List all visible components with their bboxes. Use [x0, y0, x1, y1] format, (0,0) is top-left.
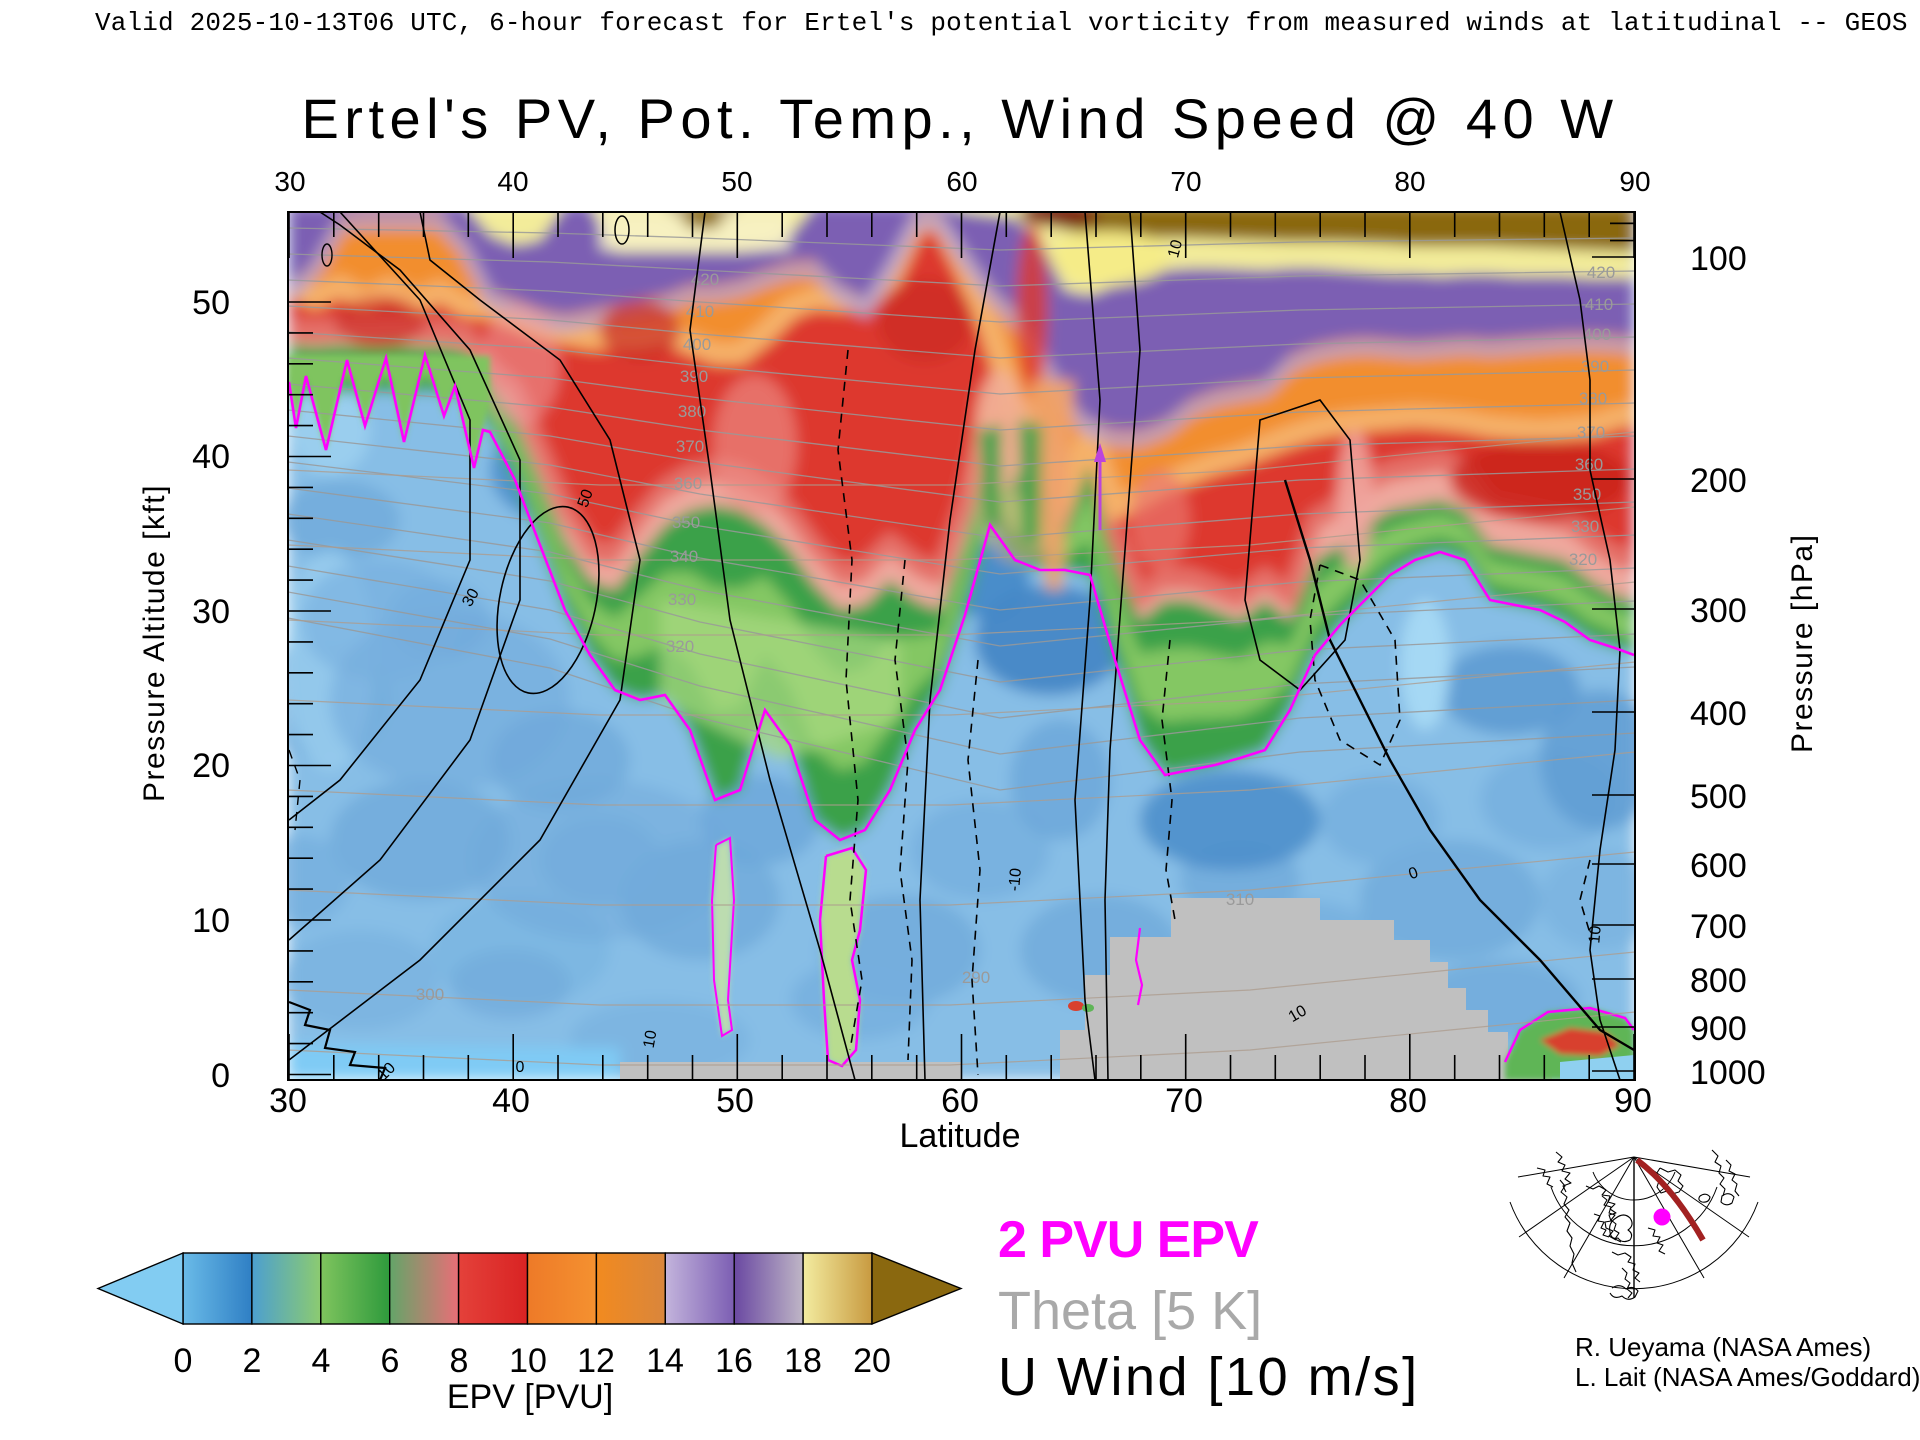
- svg-text:420: 420: [691, 270, 719, 289]
- svg-text:320: 320: [666, 637, 694, 656]
- svg-text:290: 290: [962, 968, 990, 987]
- svg-text:370: 370: [676, 437, 704, 456]
- svg-text:330: 330: [1571, 517, 1599, 536]
- svg-text:10: 10: [509, 1342, 547, 1380]
- svg-text:370: 370: [1577, 423, 1605, 442]
- svg-text:10: 10: [641, 1029, 661, 1050]
- svg-text:300: 300: [416, 985, 444, 1004]
- svg-text:10: 10: [1286, 1002, 1310, 1026]
- svg-text:0: 0: [174, 1342, 193, 1380]
- svg-text:330: 330: [668, 590, 696, 609]
- svg-text:4: 4: [312, 1342, 331, 1380]
- svg-text:18: 18: [784, 1342, 822, 1380]
- svg-text:12: 12: [577, 1342, 615, 1380]
- svg-text:350: 350: [672, 513, 700, 532]
- svg-text:310: 310: [1226, 890, 1254, 909]
- svg-text:14: 14: [646, 1342, 684, 1380]
- svg-text:10: 10: [1165, 238, 1186, 260]
- svg-text:-10: -10: [1006, 867, 1025, 892]
- svg-text:380: 380: [678, 402, 706, 421]
- svg-text:20: 20: [853, 1342, 891, 1380]
- svg-text:400: 400: [683, 335, 711, 354]
- svg-text:420: 420: [1587, 263, 1615, 282]
- svg-text:390: 390: [680, 367, 708, 386]
- svg-text:390: 390: [1581, 357, 1609, 376]
- svg-text:380: 380: [1579, 389, 1607, 408]
- svg-text:360: 360: [674, 474, 702, 493]
- svg-text:8: 8: [450, 1342, 469, 1380]
- svg-text:50: 50: [575, 487, 597, 510]
- svg-text:320: 320: [1569, 550, 1597, 569]
- svg-text:360: 360: [1575, 455, 1603, 474]
- svg-text:340: 340: [670, 547, 698, 566]
- svg-text:410: 410: [1585, 295, 1613, 314]
- svg-text:10: 10: [1586, 925, 1604, 944]
- svg-text:410: 410: [686, 302, 714, 321]
- svg-text:16: 16: [715, 1342, 753, 1380]
- svg-text:6: 6: [381, 1342, 400, 1380]
- svg-text:400: 400: [1583, 325, 1611, 344]
- svg-text:30: 30: [459, 586, 483, 610]
- svg-text:0: 0: [516, 1059, 525, 1076]
- svg-text:2: 2: [243, 1342, 262, 1380]
